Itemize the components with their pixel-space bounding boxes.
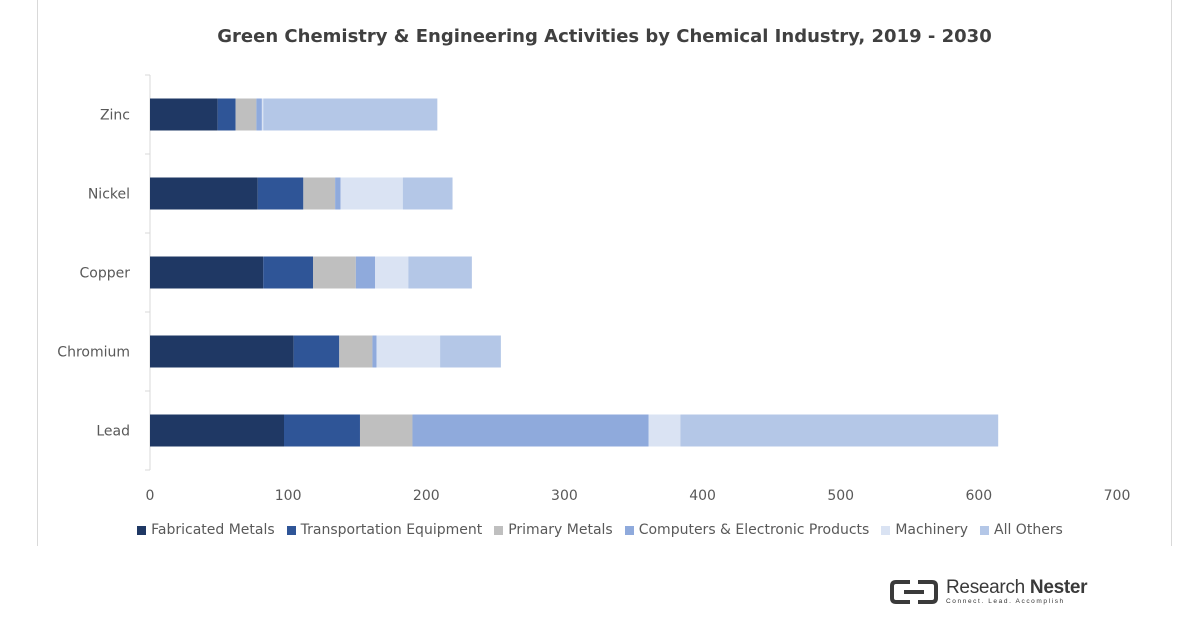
bar-segment-zinc-5 bbox=[263, 98, 438, 131]
logo-mark-icon bbox=[890, 580, 938, 604]
x-tick-label: 400 bbox=[689, 488, 716, 504]
bar-segment-lead-3 bbox=[412, 414, 649, 447]
legend-swatch bbox=[881, 525, 891, 535]
x-tick-label: 600 bbox=[965, 488, 992, 504]
legend-label: Primary Metals bbox=[508, 522, 613, 538]
category-label-lead: Lead bbox=[96, 424, 130, 440]
bar-segment-copper-1 bbox=[263, 256, 314, 289]
x-tick-label: 300 bbox=[551, 488, 578, 504]
legend-item-5: All Others bbox=[980, 522, 1063, 538]
legend-label: Machinery bbox=[895, 522, 968, 538]
bar-segment-zinc-3 bbox=[256, 98, 262, 131]
category-label-copper: Copper bbox=[80, 266, 131, 282]
bar-segment-nickel-4 bbox=[340, 177, 403, 210]
category-label-chromium: Chromium bbox=[57, 345, 130, 361]
x-tick-label: 200 bbox=[413, 488, 440, 504]
bar-segment-chromium-1 bbox=[293, 335, 340, 368]
chart-legend: Fabricated Metals Transportation Equipmen… bbox=[0, 522, 1200, 538]
legend-label: All Others bbox=[994, 522, 1063, 538]
bar-segment-zinc-4 bbox=[261, 98, 264, 131]
legend-swatch bbox=[286, 525, 296, 535]
bar-segment-copper-0 bbox=[150, 256, 264, 289]
legend-item-2: Primary Metals bbox=[494, 522, 613, 538]
category-label-nickel: Nickel bbox=[88, 187, 130, 203]
chart-title: Green Chemistry & Engineering Activities… bbox=[217, 26, 992, 47]
legend-label: Transportation Equipment bbox=[300, 522, 483, 538]
legend-item-3: Computers & Electronic Products bbox=[624, 522, 870, 538]
bar-segment-lead-4 bbox=[648, 414, 681, 447]
x-tick-label: 100 bbox=[275, 488, 302, 504]
bar-segment-lead-1 bbox=[283, 414, 360, 447]
bar-segment-nickel-3 bbox=[335, 177, 341, 210]
legend-swatch bbox=[137, 525, 147, 535]
logo-tagline: Connect. Lead. Accomplish bbox=[946, 598, 1065, 606]
bar-segment-zinc-2 bbox=[235, 98, 257, 131]
legend-swatch bbox=[624, 525, 634, 535]
legend-item-1: Transportation Equipment bbox=[286, 522, 483, 538]
bar-segment-nickel-0 bbox=[150, 177, 258, 210]
category-label-zinc: Zinc bbox=[100, 108, 130, 124]
bar-segment-copper-5 bbox=[408, 256, 472, 289]
x-tick-label: 0 bbox=[146, 488, 155, 504]
bar-segment-nickel-1 bbox=[257, 177, 304, 210]
bar-segment-copper-4 bbox=[375, 256, 409, 289]
logo-brand-text: Research Nester bbox=[946, 577, 1088, 599]
bar-segment-lead-2 bbox=[359, 414, 413, 447]
bar-segment-zinc-1 bbox=[217, 98, 236, 131]
bar-segment-copper-3 bbox=[355, 256, 376, 289]
research-nester-logo: Research Nester Connect. Lead. Accomplis… bbox=[890, 574, 1110, 610]
bar-segment-nickel-5 bbox=[402, 177, 453, 210]
bar-segment-zinc-0 bbox=[150, 98, 218, 131]
bar-segment-nickel-2 bbox=[303, 177, 336, 210]
bar-segment-chromium-0 bbox=[150, 335, 294, 368]
bar-segment-lead-5 bbox=[680, 414, 999, 447]
chart-frame bbox=[37, 0, 1172, 546]
legend-item-4: Machinery bbox=[881, 522, 968, 538]
x-tick-label: 500 bbox=[827, 488, 854, 504]
legend-swatch bbox=[494, 525, 504, 535]
x-tick-label: 700 bbox=[1104, 488, 1131, 504]
legend-label: Computers & Electronic Products bbox=[638, 522, 870, 538]
bar-segment-chromium-5 bbox=[440, 335, 501, 368]
bar-segment-chromium-3 bbox=[372, 335, 377, 368]
bar-segment-chromium-2 bbox=[339, 335, 373, 368]
legend-swatch bbox=[980, 525, 989, 535]
bar-segment-lead-0 bbox=[150, 414, 284, 447]
legend-label: Fabricated Metals bbox=[151, 522, 275, 538]
legend-item-0: Fabricated Metals bbox=[137, 522, 275, 538]
bar-segment-copper-2 bbox=[313, 256, 356, 289]
bar-segment-chromium-4 bbox=[376, 335, 441, 368]
